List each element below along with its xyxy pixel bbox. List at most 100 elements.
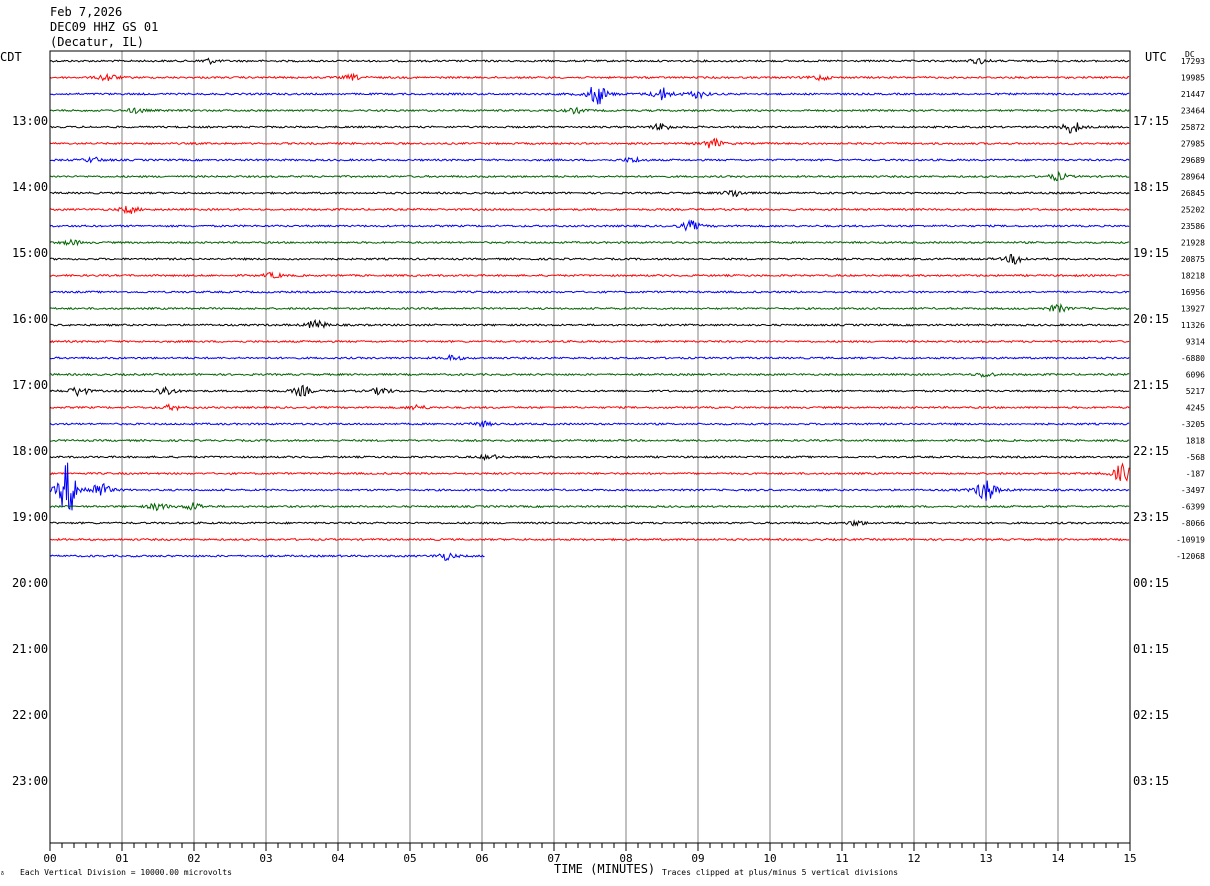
- header-date: Feb 7,2026: [50, 5, 122, 19]
- x-tick-label: 02: [187, 852, 200, 865]
- trace-row-9: [49, 205, 1130, 215]
- trace-row-16: [49, 318, 1130, 330]
- hour-label-left: 17:00: [12, 378, 48, 392]
- dc-offset-label: 11326: [1181, 321, 1205, 330]
- dc-offset-label: 25872: [1181, 123, 1205, 132]
- trace-row-23: [49, 438, 1130, 443]
- hour-label-left: 15:00: [12, 246, 48, 260]
- hour-label-right: 17:15: [1133, 114, 1169, 128]
- dc-offset-label: -6399: [1181, 503, 1205, 512]
- dc-offset-label: 18218: [1181, 272, 1205, 281]
- trace-row-8: [49, 189, 1130, 198]
- hour-label-left: 22:00: [12, 708, 48, 722]
- dc-offset-label: 1818: [1186, 437, 1205, 446]
- hour-label-right: 02:15: [1133, 708, 1169, 722]
- hour-label-left: 19:00: [12, 510, 48, 524]
- dc-offset-label: -3205: [1181, 420, 1205, 429]
- trace-row-27: [49, 502, 1130, 512]
- dc-offset-label: -12068: [1176, 552, 1205, 561]
- trace-row-7: [49, 170, 1130, 182]
- dc-offset-label: 29689: [1181, 156, 1205, 165]
- hour-label-right: 03:15: [1133, 774, 1169, 788]
- hour-label-right: 18:15: [1133, 180, 1169, 194]
- dc-offset-label: 23586: [1181, 222, 1205, 231]
- plot-frame: [49, 50, 1131, 844]
- x-tick-label: 10: [763, 852, 776, 865]
- dc-offset-label: 9314: [1186, 338, 1205, 347]
- x-tick-label: 14: [1051, 852, 1065, 865]
- x-tick-label: 13: [979, 852, 992, 865]
- dc-offset-label: -187: [1186, 470, 1205, 479]
- trace-row-15: [49, 303, 1130, 313]
- hour-label-right: 19:15: [1133, 246, 1169, 260]
- left-zone-label: CDT: [0, 50, 22, 64]
- trace-row-22: [49, 420, 1130, 428]
- trace-row-29: [49, 537, 1130, 542]
- dc-offset-label: -3497: [1181, 486, 1205, 495]
- dc-offset-label: 21928: [1181, 239, 1205, 248]
- dc-offset-label: 19985: [1181, 74, 1205, 83]
- hour-label-right: 00:15: [1133, 576, 1169, 590]
- hour-label-left: 14:00: [12, 180, 48, 194]
- dc-offset-label: -8066: [1181, 519, 1205, 528]
- trace-group: [49, 57, 1130, 561]
- hour-label-right: 21:15: [1133, 378, 1169, 392]
- dc-offset-label: 16956: [1181, 288, 1205, 297]
- hour-label-left: 20:00: [12, 576, 48, 590]
- x-tick-label: 12: [907, 852, 920, 865]
- x-tick-label: 09: [691, 852, 704, 865]
- trace-row-20: [49, 384, 1130, 398]
- x-tick-label: 03: [259, 852, 272, 865]
- dc-offset-label: 6096: [1186, 371, 1205, 380]
- x-axis-label: TIME (MINUTES): [554, 862, 655, 876]
- dc-offset-label: 25202: [1181, 206, 1205, 215]
- trace-row-3: [49, 106, 1130, 115]
- trace-row-10: [49, 219, 1130, 232]
- hour-label-right: 20:15: [1133, 312, 1169, 326]
- hour-label-right: 01:15: [1133, 642, 1169, 656]
- dc-offset-label: -10919: [1176, 536, 1205, 545]
- trace-row-24: [49, 453, 1130, 462]
- plot-axes: 00 01 02 03 04 05 06 07 08 09 10 11 12 13 14 15 13:00 17:…: [12, 50, 1205, 865]
- footer-mark: ᵟ: [0, 870, 5, 879]
- footer-clip-note: Traces clipped at plus/minus 5 vertical …: [662, 868, 898, 877]
- trace-row-11: [49, 238, 1130, 247]
- x-tick-label: 07: [547, 852, 560, 865]
- header-location: (Decatur, IL): [50, 35, 144, 49]
- dc-offset-label: 17293: [1181, 57, 1205, 66]
- x-tick-label: 11: [835, 852, 848, 865]
- x-tick-label: 04: [331, 852, 345, 865]
- trace-row-5: [49, 137, 1130, 149]
- hour-label-left: 13:00: [12, 114, 48, 128]
- x-tick-label: 15: [1123, 852, 1136, 865]
- dc-offset-label: 4245: [1186, 404, 1205, 413]
- dc-offset-label: 26845: [1181, 189, 1205, 198]
- hour-label-left: 23:00: [12, 774, 48, 788]
- x-tick-label: 08: [619, 852, 632, 865]
- plot-grid: [121, 51, 1059, 843]
- footer-scale-note: Each Vertical Division = 10000.00 microv…: [20, 868, 232, 877]
- trace-row-2: [49, 87, 1130, 105]
- hour-label-left: 18:00: [12, 444, 48, 458]
- hour-label-right: 23:15: [1133, 510, 1169, 524]
- trace-row-28: [49, 519, 1130, 527]
- trace-row-14: [49, 290, 1130, 294]
- hour-label-left: 16:00: [12, 312, 48, 326]
- trace-row-30: [49, 552, 485, 561]
- x-tick-label: 00: [43, 852, 56, 865]
- trace-row-12: [49, 253, 1130, 265]
- trace-row-17: [49, 339, 1130, 344]
- x-tick-label: 05: [403, 852, 416, 865]
- trace-row-1: [49, 72, 1130, 82]
- trace-row-4: [49, 122, 1130, 134]
- hour-label-left: 21:00: [12, 642, 48, 656]
- dc-offset-label: 27985: [1181, 140, 1205, 149]
- dc-offset-label: 20875: [1181, 255, 1205, 264]
- dc-offset-label: -6880: [1181, 354, 1205, 363]
- dc-offset-label: -568: [1186, 453, 1205, 462]
- trace-row-19: [49, 372, 1130, 378]
- right-zone-label: UTC: [1145, 50, 1167, 64]
- trace-row-25: [49, 462, 1130, 482]
- trace-row-18: [49, 353, 1130, 362]
